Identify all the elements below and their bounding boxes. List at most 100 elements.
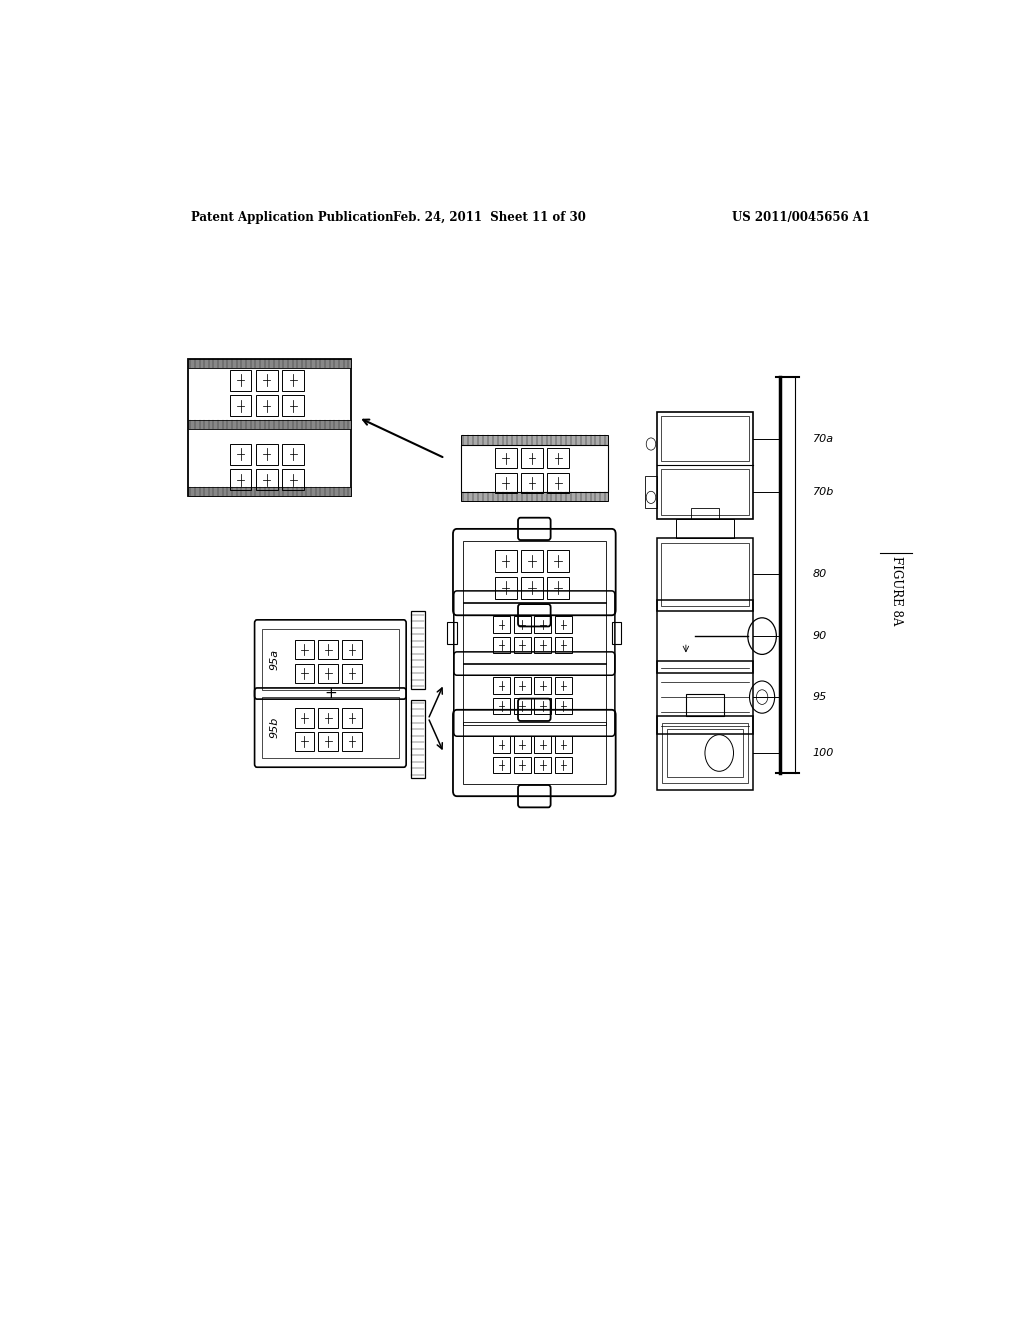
Bar	[548, 550, 569, 572]
Bar	[283, 395, 304, 416]
Text: 95a: 95a	[269, 649, 280, 671]
Bar	[256, 444, 278, 465]
Bar	[555, 698, 571, 714]
Bar	[657, 599, 753, 673]
Bar	[521, 473, 543, 492]
Bar	[514, 698, 530, 714]
Bar	[521, 577, 543, 598]
Bar	[463, 602, 606, 664]
Bar	[690, 508, 719, 519]
Bar	[645, 477, 657, 508]
Bar	[230, 444, 252, 465]
Text: 80: 80	[813, 569, 827, 579]
Bar	[256, 370, 278, 391]
Bar	[494, 677, 510, 694]
Bar	[318, 640, 338, 660]
Bar	[521, 550, 543, 572]
Bar	[262, 630, 399, 690]
Bar	[555, 677, 571, 694]
Bar	[514, 677, 530, 694]
Bar	[535, 677, 551, 694]
Bar	[318, 731, 338, 751]
Text: FIGURE 8A: FIGURE 8A	[890, 556, 903, 626]
Text: 90: 90	[813, 631, 827, 642]
Bar	[494, 737, 510, 752]
Bar	[318, 664, 338, 682]
Bar	[657, 717, 753, 789]
Bar	[611, 622, 622, 644]
Bar	[548, 473, 569, 492]
Bar	[535, 636, 551, 653]
Bar	[495, 473, 516, 492]
Bar	[283, 444, 304, 465]
Bar	[667, 729, 743, 777]
Bar	[411, 611, 425, 689]
Bar	[188, 359, 350, 496]
Bar	[295, 731, 314, 751]
Bar	[535, 698, 551, 714]
Bar	[494, 636, 510, 653]
Text: 95b: 95b	[269, 717, 280, 738]
Bar	[660, 416, 750, 461]
Bar	[555, 636, 571, 653]
Bar	[318, 709, 338, 727]
Text: 95: 95	[813, 692, 827, 702]
Text: 70b: 70b	[813, 487, 835, 498]
Bar	[535, 756, 551, 774]
Bar	[514, 756, 530, 774]
Text: US 2011/0045656 A1: US 2011/0045656 A1	[732, 211, 870, 224]
Bar	[463, 663, 606, 725]
Bar	[495, 577, 516, 598]
Bar	[535, 737, 551, 752]
Bar	[461, 445, 607, 492]
Bar	[463, 722, 606, 784]
Bar	[188, 487, 350, 496]
Bar	[447, 622, 457, 644]
Bar	[514, 636, 530, 653]
Text: 70a: 70a	[813, 434, 834, 444]
Bar	[230, 370, 252, 391]
Text: +: +	[324, 685, 337, 701]
Bar	[657, 537, 753, 611]
Bar	[494, 698, 510, 714]
Bar	[188, 420, 350, 429]
Bar	[494, 756, 510, 774]
Bar	[230, 395, 252, 416]
Bar	[662, 543, 749, 606]
Bar	[677, 519, 733, 537]
Bar	[495, 550, 516, 572]
Text: Patent Application Publication: Patent Application Publication	[191, 211, 394, 224]
Bar	[521, 449, 543, 469]
Bar	[461, 436, 607, 445]
Bar	[548, 577, 569, 598]
Bar	[342, 640, 361, 660]
Bar	[295, 709, 314, 727]
Bar	[411, 700, 425, 777]
Bar	[555, 756, 571, 774]
Bar	[660, 470, 750, 515]
Bar	[461, 492, 607, 502]
Bar	[342, 731, 361, 751]
Bar	[283, 470, 304, 490]
Bar	[262, 697, 399, 758]
Bar	[188, 359, 350, 368]
Bar	[342, 709, 361, 727]
Bar	[657, 660, 753, 734]
Bar	[295, 664, 314, 682]
Bar	[463, 541, 606, 603]
Bar	[548, 449, 569, 469]
Bar	[555, 737, 571, 752]
Bar	[230, 470, 252, 490]
Bar	[495, 449, 516, 469]
Bar	[295, 640, 314, 660]
Text: Feb. 24, 2011  Sheet 11 of 30: Feb. 24, 2011 Sheet 11 of 30	[392, 211, 586, 224]
Bar	[514, 737, 530, 752]
Bar	[342, 664, 361, 682]
Bar	[663, 722, 748, 784]
Bar	[514, 616, 530, 634]
Bar	[256, 395, 278, 416]
Bar	[686, 694, 724, 717]
Bar	[657, 412, 753, 519]
Bar	[494, 616, 510, 634]
Bar	[283, 370, 304, 391]
